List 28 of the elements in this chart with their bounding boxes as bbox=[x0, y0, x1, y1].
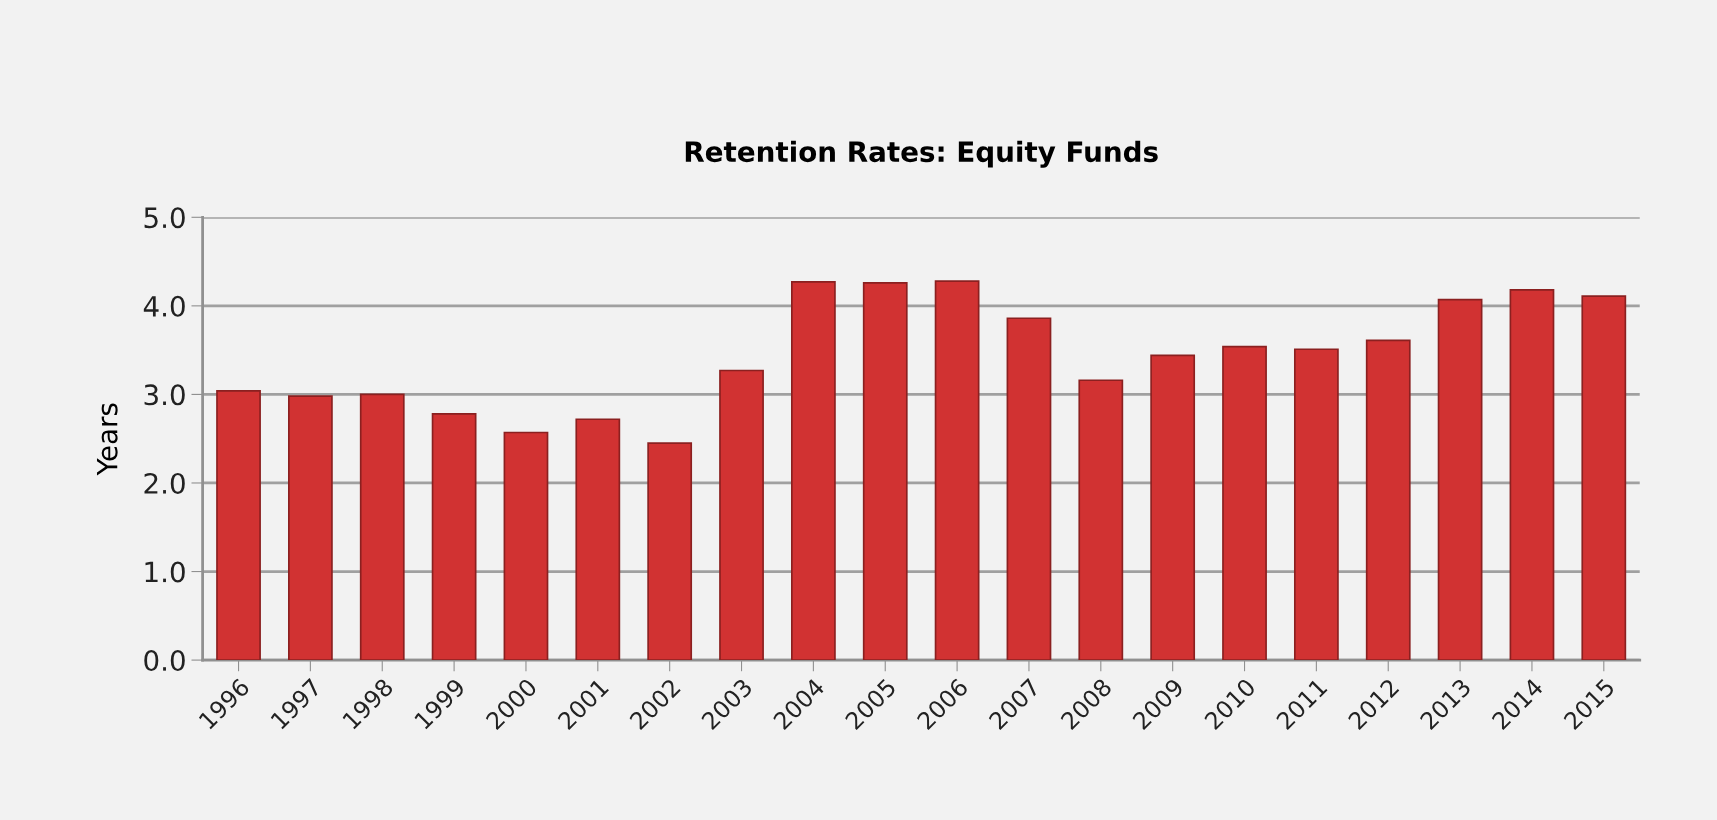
bar bbox=[216, 390, 261, 661]
bar bbox=[1222, 345, 1267, 661]
bar bbox=[1150, 354, 1196, 661]
bar bbox=[1437, 298, 1483, 661]
y-tick-label: 2.0 bbox=[144, 472, 185, 494]
bar bbox=[575, 418, 621, 661]
bar bbox=[1006, 317, 1052, 661]
y-tick-label: 3.0 bbox=[144, 384, 185, 406]
chart-title: Retention Rates: Equity Funds bbox=[685, 140, 1158, 168]
bar bbox=[1365, 339, 1411, 661]
y-tick-label: 1.0 bbox=[145, 561, 185, 583]
y-tick-label: 4.0 bbox=[143, 295, 185, 317]
bar bbox=[287, 395, 333, 661]
bar bbox=[862, 281, 908, 661]
bar bbox=[1581, 295, 1627, 661]
bar bbox=[1293, 348, 1339, 661]
bar bbox=[790, 281, 836, 661]
y-tick-label: 0.0 bbox=[144, 650, 185, 672]
bar bbox=[503, 431, 549, 661]
y-axis-title: Years bbox=[96, 403, 118, 476]
y-tick-label: 5.0 bbox=[144, 207, 185, 229]
bar bbox=[934, 280, 980, 661]
bar bbox=[1509, 289, 1555, 661]
bar bbox=[431, 413, 477, 661]
bar bbox=[719, 369, 764, 661]
bar bbox=[359, 393, 405, 661]
bar bbox=[1078, 379, 1124, 661]
bar bbox=[647, 442, 693, 661]
